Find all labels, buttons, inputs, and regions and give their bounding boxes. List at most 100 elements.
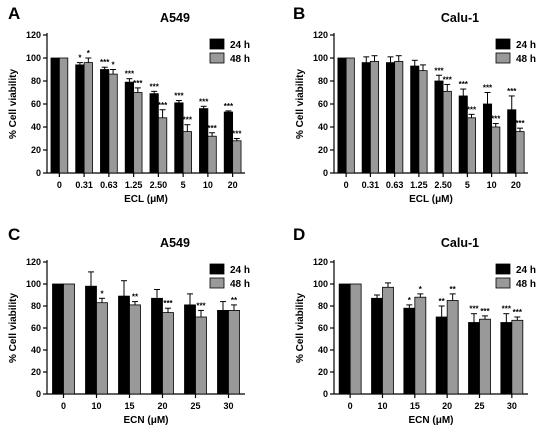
x-tick-label: 5	[181, 180, 186, 190]
bar	[52, 283, 64, 395]
significance-marker: ***	[467, 105, 477, 114]
significance-marker: ***	[459, 80, 469, 89]
x-tick-label: 20	[228, 180, 238, 190]
bar	[100, 69, 110, 174]
legend-label: 48 h	[516, 54, 536, 65]
significance-marker: ***	[491, 115, 501, 124]
significance-marker: **	[450, 285, 457, 294]
bar	[479, 318, 491, 395]
bar	[75, 64, 85, 174]
x-tick-label: 25	[474, 401, 484, 411]
bar	[124, 81, 135, 174]
bar	[195, 316, 207, 395]
legend-label: 48 h	[230, 279, 250, 290]
bar	[96, 302, 108, 395]
bar	[446, 300, 459, 395]
y-tick-label: 80	[31, 301, 41, 311]
x-axis-title: ECN (μM)	[124, 415, 169, 426]
x-tick-label: 1.25	[125, 180, 143, 190]
bar	[182, 131, 192, 174]
x-axis-title: ECN (μM)	[409, 415, 454, 426]
x-tick-label: 0	[348, 401, 353, 411]
y-tick-label: 40	[318, 345, 328, 355]
bar	[217, 309, 229, 395]
bar	[223, 111, 234, 174]
panel-title: Calu-1	[441, 11, 479, 25]
bar	[434, 80, 444, 174]
significance-marker: *	[408, 296, 412, 305]
bar	[174, 102, 184, 174]
bar	[108, 73, 118, 174]
significance-marker: ***	[163, 299, 173, 308]
x-tick-label: 0.63	[100, 180, 118, 190]
significance-marker: *	[112, 61, 116, 70]
significance-marker: ***	[183, 116, 193, 125]
y-tick-label: 20	[318, 145, 328, 155]
y-tick-label: 60	[31, 99, 41, 109]
x-tick-label: 20	[157, 401, 167, 411]
bar	[58, 57, 69, 174]
significance-marker: ***	[515, 119, 525, 128]
significance-marker: ***	[434, 66, 444, 75]
bar	[511, 319, 524, 395]
x-tick-label: 0	[61, 401, 66, 411]
bar	[345, 57, 355, 174]
significance-marker: ***	[483, 84, 493, 93]
significance-marker: **	[132, 293, 139, 302]
bar	[83, 62, 93, 174]
significance-marker: ***	[224, 102, 234, 111]
y-tick-label: 100	[26, 53, 41, 63]
y-tick-label: 100	[26, 279, 41, 289]
significance-marker: ***	[469, 305, 479, 314]
bar	[466, 117, 477, 174]
x-tick-label: 0.31	[75, 180, 93, 190]
significance-marker: ***	[158, 101, 168, 110]
significance-marker: *	[419, 285, 423, 294]
significance-marker: ***	[513, 308, 523, 317]
panel-letter: B	[293, 4, 305, 23]
y-tick-label: 40	[31, 345, 41, 355]
x-tick-label: 30	[507, 401, 517, 411]
y-tick-label: 0	[36, 389, 41, 399]
y-axis-title: % Cell viability	[295, 293, 306, 363]
significance-marker: ***	[207, 124, 217, 133]
x-tick-label: 15	[124, 401, 134, 411]
bar	[338, 283, 351, 395]
y-tick-label: 20	[318, 367, 328, 377]
legend-swatch	[495, 263, 511, 275]
bar	[403, 307, 416, 395]
legend-label: 24 h	[516, 265, 536, 276]
bar	[85, 285, 97, 395]
bar	[228, 309, 240, 395]
bar	[371, 297, 383, 395]
significance-marker: **	[439, 297, 446, 306]
legend-label: 24 h	[230, 40, 250, 51]
legend-label: 48 h	[516, 279, 536, 290]
x-tick-label: 10	[91, 401, 101, 411]
y-tick-label: 80	[31, 76, 41, 86]
legend-swatch	[209, 263, 225, 275]
x-tick-label: 2.50	[150, 180, 168, 190]
significance-marker: ***	[507, 87, 517, 96]
bar	[349, 283, 362, 395]
significance-marker: ***	[149, 82, 159, 91]
x-axis-title: ECL (μM)	[409, 194, 453, 205]
x-tick-label: 5	[465, 180, 470, 190]
significance-marker: ***	[232, 130, 242, 139]
significance-marker: ***	[196, 301, 206, 310]
significance-marker: ***	[100, 58, 110, 67]
significance-marker: **	[231, 296, 238, 305]
x-tick-label: 30	[223, 401, 233, 411]
panel-title: A549	[160, 11, 190, 25]
bar	[491, 126, 501, 174]
x-tick-label: 15	[410, 401, 420, 411]
bar	[361, 62, 371, 174]
y-axis-title: % Cell viability	[8, 293, 19, 363]
significance-marker: ***	[174, 92, 184, 101]
bar	[232, 140, 242, 174]
bar	[184, 304, 196, 395]
bar	[394, 61, 404, 174]
bar	[207, 135, 217, 174]
